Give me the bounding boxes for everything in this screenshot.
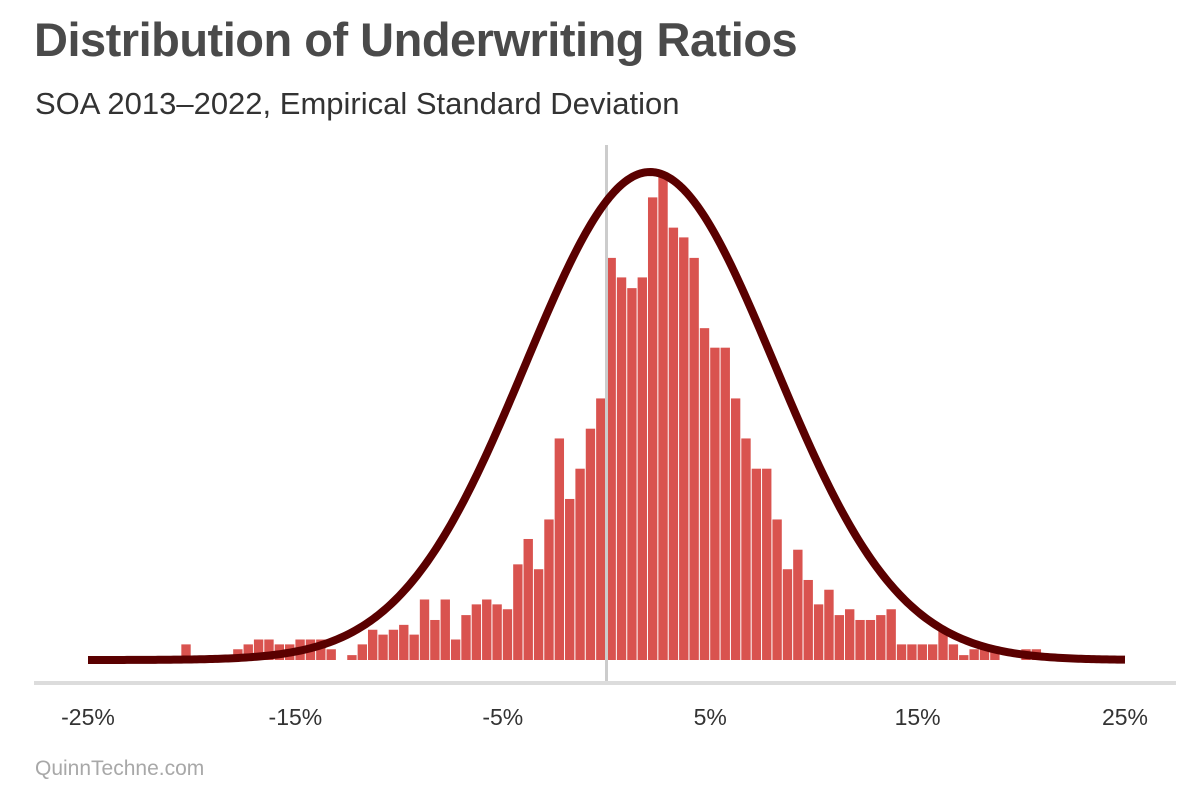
x-tick-labels: -25% -15% -5% 5% 15% 25% xyxy=(61,704,1148,730)
histogram-bar xyxy=(668,227,679,660)
histogram-bar xyxy=(855,619,865,660)
histogram-bar xyxy=(689,257,699,660)
histogram-bar xyxy=(430,619,440,660)
x-tick-label: 25% xyxy=(1102,704,1148,730)
histogram-bar xyxy=(762,468,772,660)
histogram-bar xyxy=(637,277,647,660)
histogram-bar xyxy=(824,589,834,660)
histogram-bar xyxy=(554,438,565,660)
chart-subtitle: SOA 2013–2022, Empirical Standard Deviat… xyxy=(35,86,680,121)
histogram-bar xyxy=(886,609,896,660)
histogram-bar xyxy=(896,644,907,660)
source-credit: QuinnTechne.com xyxy=(35,757,205,780)
histogram-bar xyxy=(803,579,813,660)
histogram-bar xyxy=(565,498,575,660)
histogram-bar xyxy=(679,237,689,660)
histogram-bar xyxy=(606,257,616,660)
histogram-bar xyxy=(948,644,959,660)
normal-curve xyxy=(86,168,1127,664)
histogram-bar xyxy=(181,644,191,660)
histogram-bar xyxy=(917,644,927,660)
histogram-bar xyxy=(658,176,668,660)
histogram-bar xyxy=(502,609,513,660)
x-tick-label: -15% xyxy=(269,704,323,730)
histogram-bar xyxy=(419,599,430,660)
histogram-bar xyxy=(751,468,762,660)
histogram-bar xyxy=(533,569,544,660)
histogram-bar xyxy=(378,634,388,660)
histogram-bar xyxy=(388,629,399,660)
histogram-bar xyxy=(730,398,741,660)
histogram-bar xyxy=(834,615,845,660)
histogram-bar xyxy=(813,604,824,660)
histogram-bar xyxy=(616,277,627,660)
histogram-bar xyxy=(876,615,886,660)
histogram-bar xyxy=(938,629,948,660)
histogram-bar xyxy=(979,644,990,660)
histogram-bar xyxy=(699,328,710,660)
x-tick-label: -5% xyxy=(482,704,523,730)
histogram-bar xyxy=(482,599,492,660)
histogram-bar xyxy=(647,197,658,660)
histogram-bar xyxy=(450,639,461,660)
histogram-bar xyxy=(399,624,409,660)
histogram-bar xyxy=(471,604,482,660)
histogram-bar xyxy=(741,438,751,660)
histogram-bar xyxy=(959,655,969,660)
histogram-bar xyxy=(969,649,979,660)
histogram-bar xyxy=(243,644,253,660)
chart-title: Distribution of Underwriting Ratios xyxy=(34,13,798,66)
histogram-bar xyxy=(326,649,336,660)
x-tick-label: 5% xyxy=(694,704,727,730)
histogram-bar xyxy=(927,644,938,660)
histogram-bar xyxy=(347,655,357,660)
histogram-bar xyxy=(990,649,1000,660)
histogram-bar xyxy=(772,519,782,660)
histogram-bar xyxy=(585,428,596,660)
histogram-bar xyxy=(544,519,554,660)
histogram-bar xyxy=(865,619,876,660)
histogram-bar xyxy=(710,347,720,660)
histogram-bar xyxy=(316,639,326,660)
histogram-bar xyxy=(907,644,917,660)
histogram-bar xyxy=(627,288,637,660)
histogram-bar xyxy=(523,538,533,660)
histogram-bar xyxy=(461,615,471,660)
x-tick-label: 15% xyxy=(895,704,941,730)
histogram-bar xyxy=(357,644,367,660)
histogram-bar xyxy=(367,629,378,660)
histogram-bar xyxy=(253,639,264,660)
histogram-bar xyxy=(596,398,606,660)
histogram-bar xyxy=(782,569,793,660)
histogram-bar xyxy=(720,347,730,660)
histogram-bar xyxy=(513,564,523,660)
histogram-bar xyxy=(440,599,450,660)
histogram-bar xyxy=(793,549,803,660)
bars-group xyxy=(181,176,1042,660)
histogram-bar xyxy=(264,639,274,660)
x-tick-label: -25% xyxy=(61,704,115,730)
histogram-bar xyxy=(409,634,419,660)
histogram-bar xyxy=(575,468,585,660)
histogram-bar xyxy=(492,604,502,660)
histogram-bar xyxy=(845,609,855,660)
